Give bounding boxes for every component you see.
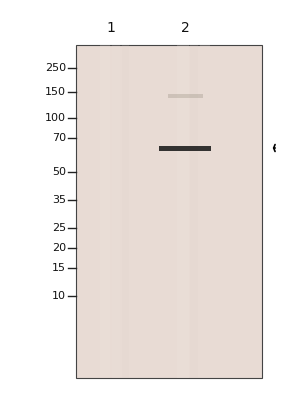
Bar	[167, 94, 202, 98]
Text: 250: 250	[45, 63, 66, 73]
Text: 50: 50	[52, 167, 66, 177]
Bar	[159, 146, 211, 150]
Bar	[76, 45, 262, 378]
Text: 100: 100	[45, 113, 66, 123]
Text: 15: 15	[52, 263, 66, 273]
Bar	[122, 45, 129, 378]
Bar	[112, 45, 120, 378]
Text: 35: 35	[52, 195, 66, 205]
Text: 70: 70	[52, 133, 66, 143]
Text: 1: 1	[106, 21, 115, 35]
Text: 10: 10	[52, 291, 66, 301]
Text: 20: 20	[52, 243, 66, 253]
Bar	[200, 45, 210, 378]
Bar	[100, 45, 110, 378]
Bar	[177, 45, 189, 378]
Bar	[190, 45, 198, 378]
Text: 2: 2	[181, 21, 190, 35]
Text: 150: 150	[45, 87, 66, 97]
Text: 25: 25	[52, 223, 66, 233]
